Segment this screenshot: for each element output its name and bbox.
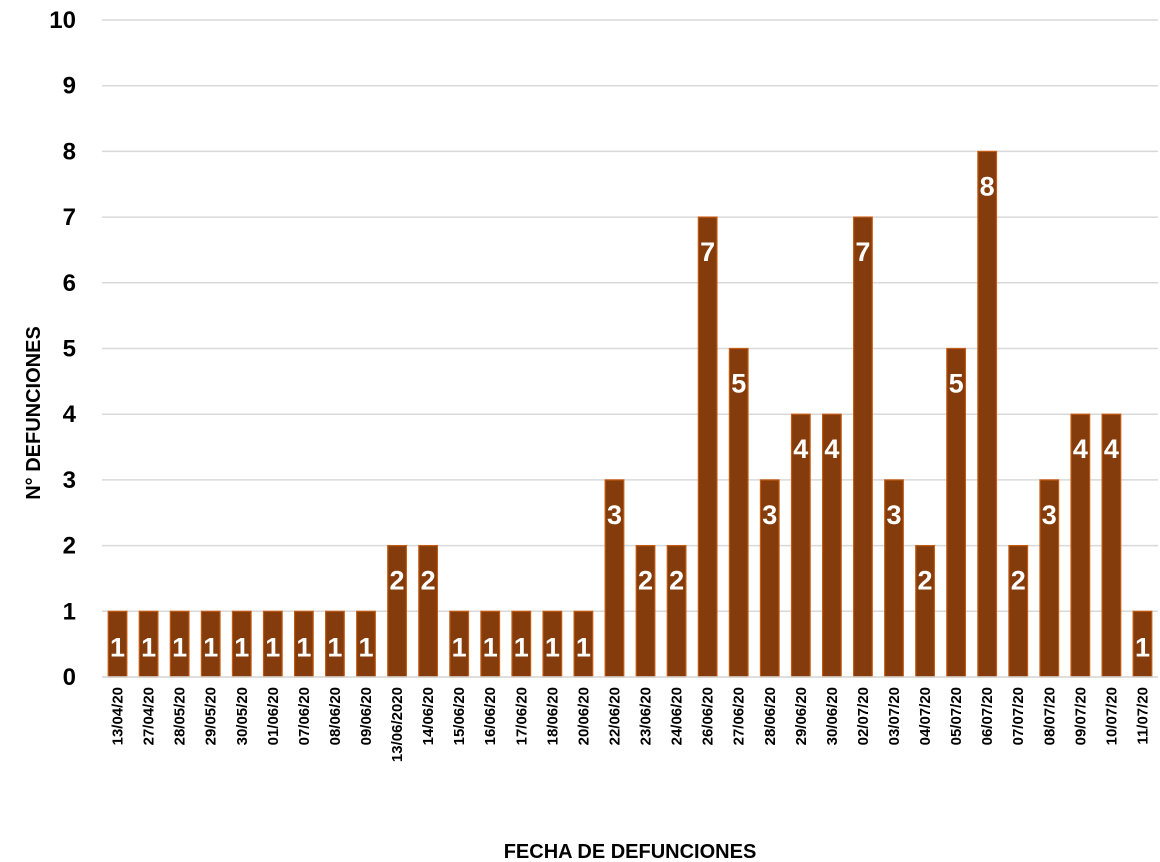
data-label: 1: [358, 632, 373, 662]
data-label: 1: [110, 632, 125, 662]
x-tick-label: 07/07/20: [1010, 687, 1027, 745]
bar: [697, 216, 718, 678]
x-tick-label: 15/06/20: [451, 687, 468, 745]
data-label: 1: [172, 632, 187, 662]
data-label: 7: [855, 237, 870, 267]
y-axis-ticks: 0 1 2 3 4 5 6 7 8 9 10: [49, 7, 76, 691]
data-label: 3: [762, 500, 777, 530]
x-tick-label: 30/06/20: [824, 687, 841, 745]
x-tick-label: 09/06/20: [358, 687, 375, 745]
y-tick-label: 4: [63, 401, 77, 428]
x-tick-label: 08/07/20: [1041, 687, 1058, 745]
x-tick-label: 08/06/20: [327, 687, 344, 745]
y-tick-label: 2: [63, 533, 76, 560]
x-tick-label: 17/06/20: [513, 687, 530, 745]
x-tick-label: 29/05/20: [203, 687, 220, 745]
data-label: 1: [483, 632, 498, 662]
x-tick-label: 04/07/20: [917, 687, 934, 745]
data-label: 8: [980, 171, 995, 201]
y-tick-label: 6: [63, 270, 76, 297]
x-tick-label: 02/07/20: [855, 687, 872, 745]
data-label: 1: [234, 632, 249, 662]
x-axis-title: FECHA DE DEFUNCIONES: [504, 841, 757, 862]
x-tick-label: 28/05/20: [172, 687, 189, 745]
data-label: 5: [731, 369, 746, 399]
x-tick-label: 07/06/20: [296, 687, 313, 745]
x-tick-label: 09/07/20: [1072, 687, 1089, 745]
x-tick-label: 01/06/20: [265, 687, 282, 745]
x-tick-label: 13/06/2020: [389, 687, 406, 762]
data-label: 2: [918, 566, 933, 596]
x-tick-label: 13/04/20: [110, 687, 127, 745]
x-axis-ticks: 13/04/20 27/04/20 28/05/20 29/05/20 30/05/20…: [110, 687, 1152, 762]
x-tick-label: 14/06/20: [420, 687, 437, 745]
x-tick-label: 10/07/20: [1103, 687, 1120, 745]
bar: [853, 216, 873, 678]
x-tick-label: 06/07/20: [979, 687, 996, 745]
data-label: 2: [1011, 566, 1026, 596]
x-tick-label: 20/06/20: [575, 687, 592, 745]
data-label: 2: [638, 566, 653, 596]
x-tick-label: 11/07/20: [1134, 687, 1151, 745]
x-tick-label: 05/07/20: [948, 687, 965, 745]
data-label: 5: [949, 369, 964, 399]
data-label: 3: [886, 500, 901, 530]
data-label: 4: [1073, 434, 1088, 464]
y-tick-label: 1: [63, 598, 76, 625]
bar: [977, 150, 998, 678]
x-tick-label: 28/06/20: [762, 687, 779, 745]
x-tick-label: 24/06/20: [669, 687, 686, 745]
data-label: 1: [452, 632, 467, 662]
y-tick-label: 0: [63, 664, 76, 691]
x-tick-label: 26/06/20: [700, 687, 717, 745]
data-label: 1: [1135, 632, 1150, 662]
x-tick-label: 23/06/20: [638, 687, 655, 745]
x-tick-label: 03/07/20: [886, 687, 903, 745]
data-label: 4: [1104, 434, 1119, 464]
data-label: 1: [514, 632, 529, 662]
x-tick-label: 27/06/20: [731, 687, 748, 745]
x-tick-label: 22/06/20: [606, 687, 623, 745]
data-label: 1: [296, 632, 311, 662]
data-label: 2: [421, 566, 436, 596]
data-label: 1: [265, 632, 280, 662]
y-tick-label: 8: [63, 138, 76, 165]
data-label: 1: [141, 632, 156, 662]
y-tick-label: 5: [63, 336, 76, 363]
data-label: 1: [203, 632, 218, 662]
data-label: 7: [700, 237, 715, 267]
data-label: 3: [607, 500, 622, 530]
x-tick-label: 29/06/20: [793, 687, 810, 745]
data-label: 2: [669, 566, 684, 596]
y-tick-label: 7: [63, 204, 76, 231]
data-label: 2: [390, 566, 405, 596]
y-axis-title: N° DEFUNCIONES: [23, 326, 45, 500]
bars: [107, 150, 1153, 678]
y-tick-label: 9: [63, 73, 76, 100]
x-tick-label: 16/06/20: [482, 687, 499, 745]
data-label: 4: [793, 434, 808, 464]
x-tick-label: 18/06/20: [544, 687, 561, 745]
data-label: 1: [576, 632, 591, 662]
gridlines: [102, 19, 1158, 678]
y-tick-label: 3: [63, 467, 76, 494]
data-label: 1: [327, 632, 342, 662]
data-label: 4: [824, 434, 839, 464]
y-tick-label: 10: [49, 7, 76, 34]
x-tick-label: 27/04/20: [141, 687, 158, 745]
x-tick-label: 30/05/20: [234, 687, 251, 745]
data-label: 3: [1042, 500, 1057, 530]
data-label: 1: [545, 632, 560, 662]
